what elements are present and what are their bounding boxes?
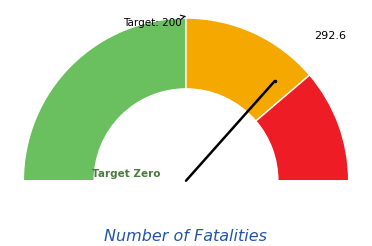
Text: Target Zero: Target Zero <box>92 169 161 179</box>
Wedge shape <box>23 18 186 181</box>
Text: 292.6: 292.6 <box>314 31 346 41</box>
Wedge shape <box>256 75 349 181</box>
Text: Number of Fatalities: Number of Fatalities <box>105 229 267 244</box>
Wedge shape <box>186 18 310 121</box>
Text: Target: 200: Target: 200 <box>123 15 185 28</box>
